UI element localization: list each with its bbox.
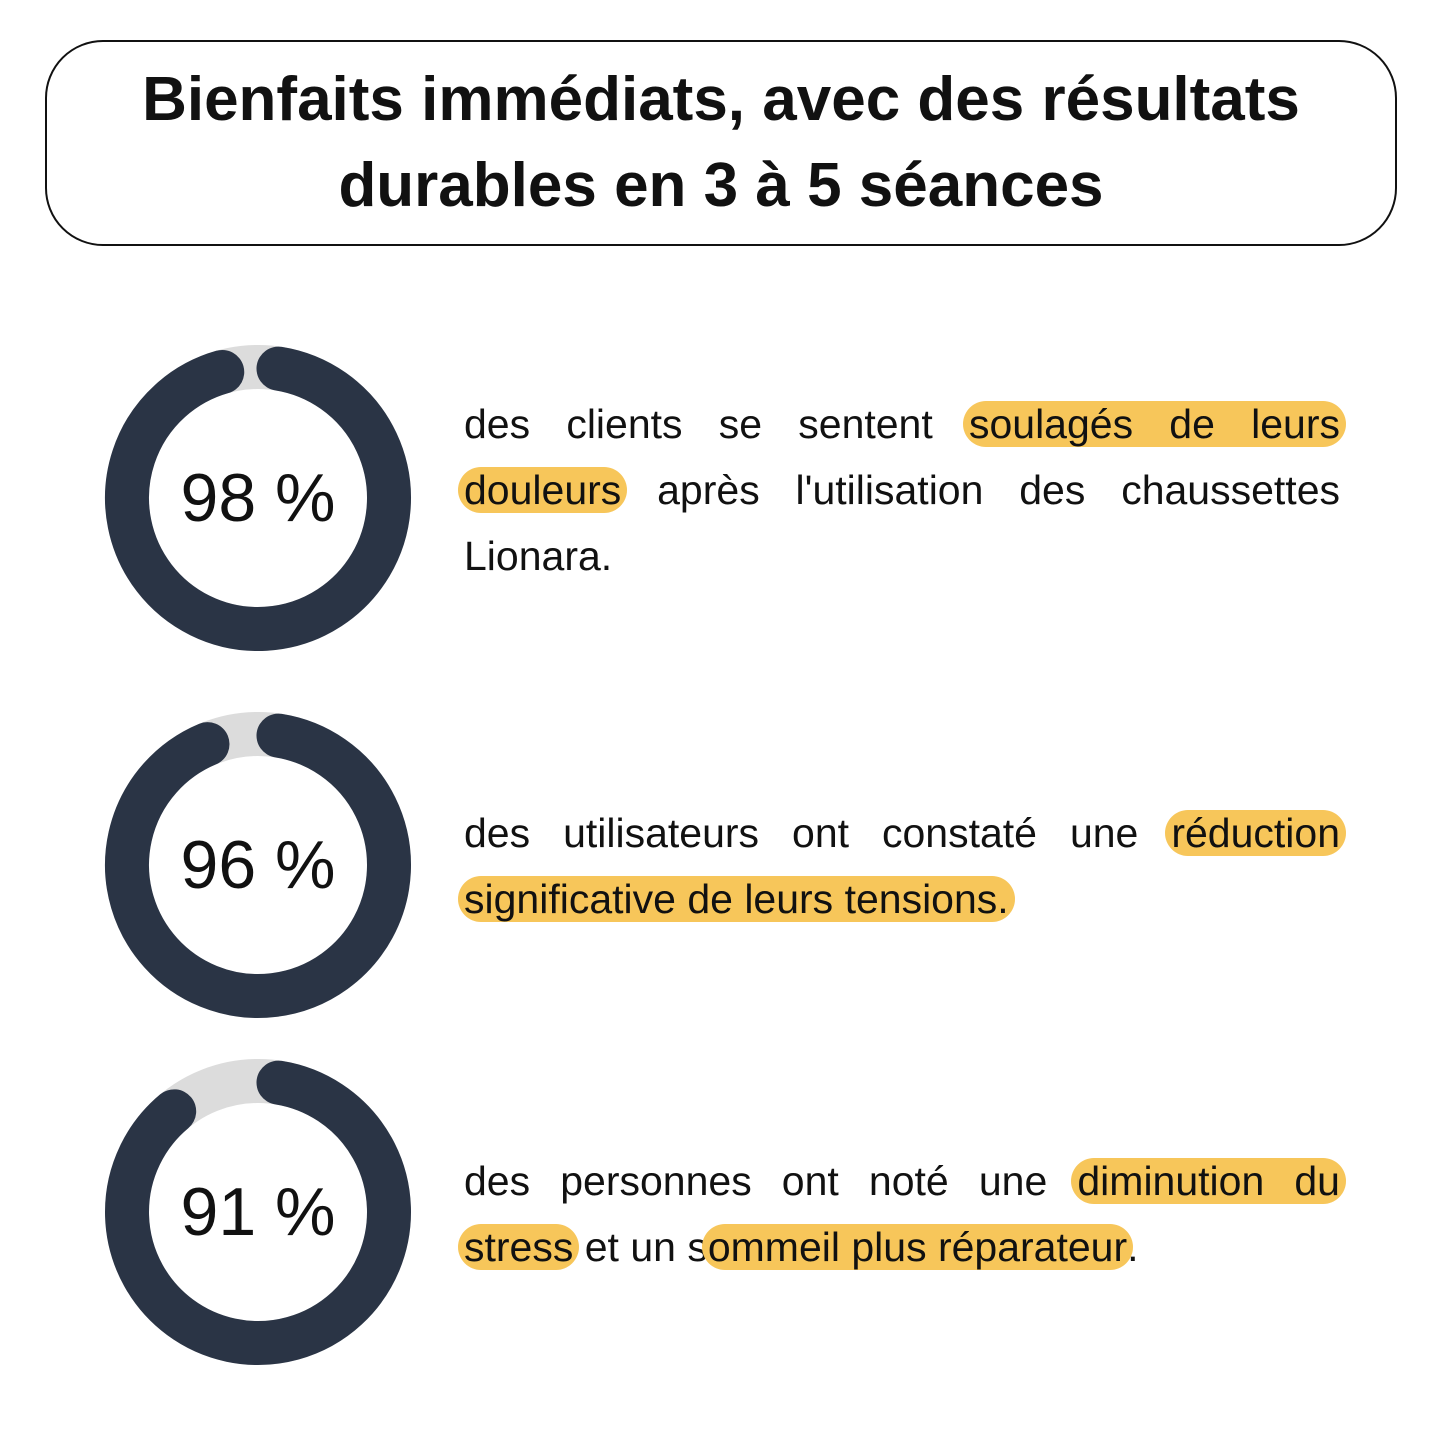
stat-text-3-highlight-2: ommeil plus réparateur bbox=[701, 1224, 1134, 1270]
percent-label-1: 98 % bbox=[181, 460, 336, 536]
stat-text-2: des utilisateurs ont constaté une réduct… bbox=[458, 800, 1346, 932]
stat-text-3-part-1: des personnes ont noté une bbox=[464, 1158, 1078, 1204]
title-line-2: durables en 3 à 5 séances bbox=[338, 151, 1104, 220]
donut-arc-3 bbox=[105, 1060, 411, 1365]
donut-svg-1: 98 % bbox=[105, 345, 411, 651]
percent-label-2: 96 % bbox=[181, 827, 336, 903]
donut-arc-2 bbox=[105, 713, 411, 1018]
stat-text-2-part-1: des utilisateurs ont constaté une bbox=[464, 810, 1172, 856]
donut-chart-2: 96 % bbox=[103, 710, 413, 1020]
donut-svg-3: 91 % bbox=[105, 1059, 411, 1365]
stat-text-1: des clients se sentent soulagés de leurs… bbox=[458, 391, 1346, 589]
stat-text-3-part-2: et un s bbox=[573, 1224, 708, 1270]
stat-text-3: des personnes ont noté une diminution du… bbox=[458, 1148, 1346, 1280]
donut-chart-1: 98 % bbox=[103, 343, 413, 653]
donut-svg-2: 96 % bbox=[105, 712, 411, 1018]
title-line-1: Bienfaits immédiats, avec des résultats bbox=[142, 65, 1300, 134]
stat-text-1-part-2: après l'utilisation des chaussettes Lion… bbox=[464, 467, 1340, 579]
donut-arc-1 bbox=[105, 346, 411, 651]
title-box: Bienfaits immédiats, avec des résultats … bbox=[45, 40, 1397, 246]
donut-chart-3: 91 % bbox=[103, 1057, 413, 1367]
stat-text-3-part-3: . bbox=[1127, 1224, 1139, 1270]
stat-text-1-part-1: des clients se sentent bbox=[464, 401, 969, 447]
percent-label-3: 91 % bbox=[181, 1174, 336, 1250]
